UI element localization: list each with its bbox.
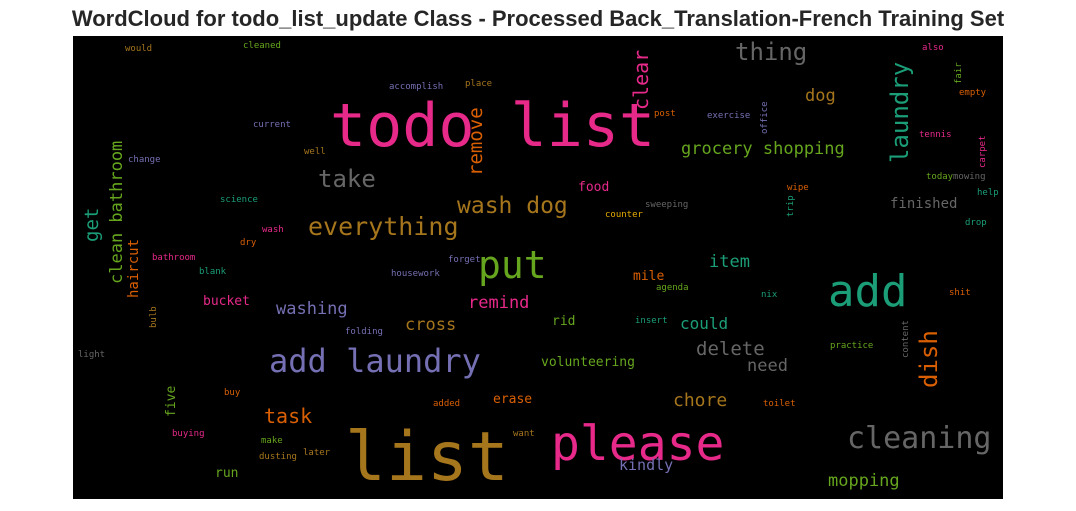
word-post: post <box>654 109 676 119</box>
word-take: take <box>318 165 376 193</box>
word-bathroom: bathroom <box>152 253 196 263</box>
word-counter: counter <box>605 210 643 220</box>
word-tennis: tennis <box>919 130 952 140</box>
chart-title: WordCloud for todo_list_update Class - P… <box>71 6 1005 31</box>
word-insert: insert <box>635 316 668 326</box>
word-erase: erase <box>493 392 533 407</box>
word-added: added <box>433 399 461 409</box>
word-delete: delete <box>696 338 765 360</box>
word-place: place <box>465 79 493 89</box>
word-finished: finished <box>890 196 958 212</box>
word-fair: fair <box>954 62 964 84</box>
word-volunteering: volunteering <box>541 355 635 370</box>
word-trip: trip <box>786 195 796 217</box>
word-mile: mile <box>633 269 665 284</box>
word-rid: rid <box>552 314 576 329</box>
word-todo-list: todo list <box>330 91 656 161</box>
word-folding: folding <box>345 327 383 337</box>
word-well: well <box>304 147 326 157</box>
word-remind: remind <box>468 293 530 313</box>
word-current: current <box>253 120 291 130</box>
word-clean-bathroom: clean bathroom <box>107 140 127 284</box>
word-nix: nix <box>761 290 778 300</box>
word-item: item <box>709 252 750 272</box>
word-please: please <box>551 416 725 472</box>
word-later: later <box>303 448 331 458</box>
word-buying: buying <box>172 429 205 439</box>
word-wash: wash <box>262 225 284 235</box>
word-practice: practice <box>830 341 874 351</box>
word-dusting: dusting <box>259 452 297 462</box>
word-could: could <box>680 314 729 333</box>
word-buy: buy <box>224 388 241 398</box>
word-would: would <box>125 44 153 54</box>
word-bucket: bucket <box>203 294 250 309</box>
word-exercise: exercise <box>707 111 751 121</box>
word-grocery-shopping: grocery shopping <box>681 139 845 159</box>
word-housework: housework <box>391 269 440 279</box>
word-five: five <box>164 385 179 417</box>
word-laundry: laundry <box>886 61 914 163</box>
word-science: science <box>220 195 258 205</box>
word-blank: blank <box>199 267 227 277</box>
word-task: task <box>264 404 313 428</box>
word-shit: shit <box>949 288 971 298</box>
word-mopping: mopping <box>828 471 900 491</box>
word-empty: empty <box>959 88 987 98</box>
word-wash-dog: wash dog <box>457 193 568 219</box>
word-office: office <box>760 101 770 134</box>
word-cloud: todo list list please add put add laundr… <box>73 36 1003 499</box>
word-carpet: carpet <box>978 135 988 168</box>
word-agenda: agenda <box>656 283 689 293</box>
word-wipe: wipe <box>787 183 809 193</box>
word-run: run <box>215 466 239 481</box>
word-also: also <box>922 43 944 53</box>
word-put: put <box>478 243 547 287</box>
word-dry: dry <box>240 238 257 248</box>
word-remove: remove <box>465 107 487 176</box>
word-dog: dog <box>805 86 836 106</box>
word-light: light <box>78 350 106 360</box>
word-everything: everything <box>308 212 459 241</box>
word-clear: clear <box>629 49 653 110</box>
word-kindly: kindly <box>619 456 674 474</box>
word-sweeping: sweeping <box>645 200 689 210</box>
word-toilet: toilet <box>763 399 796 409</box>
word-food: food <box>578 180 610 195</box>
word-dish: dish <box>915 330 943 388</box>
word-content: content <box>901 320 911 358</box>
word-make: make <box>261 436 283 446</box>
word-list: list <box>345 418 509 497</box>
word-mowing: mowing <box>953 172 986 182</box>
word-today: today <box>926 172 954 182</box>
word-change: change <box>128 155 161 165</box>
word-get: get <box>81 207 103 242</box>
word-chore: chore <box>673 390 728 411</box>
word-cleaned: cleaned <box>243 41 281 51</box>
word-help: help <box>977 188 999 198</box>
word-forget: forget <box>448 255 481 265</box>
word-cross: cross <box>405 315 457 335</box>
word-cleaning: cleaning <box>847 421 992 456</box>
word-want: want <box>513 429 535 439</box>
word-need: need <box>747 356 788 376</box>
word-haircut: haircut <box>126 238 142 298</box>
word-add: add <box>828 266 908 317</box>
word-bulb: bulb <box>149 306 159 328</box>
word-drop: drop <box>965 218 987 228</box>
word-washing: washing <box>276 299 348 319</box>
word-accomplish: accomplish <box>389 82 444 92</box>
word-add-laundry: add laundry <box>269 342 481 380</box>
word-thing: thing <box>735 38 808 66</box>
